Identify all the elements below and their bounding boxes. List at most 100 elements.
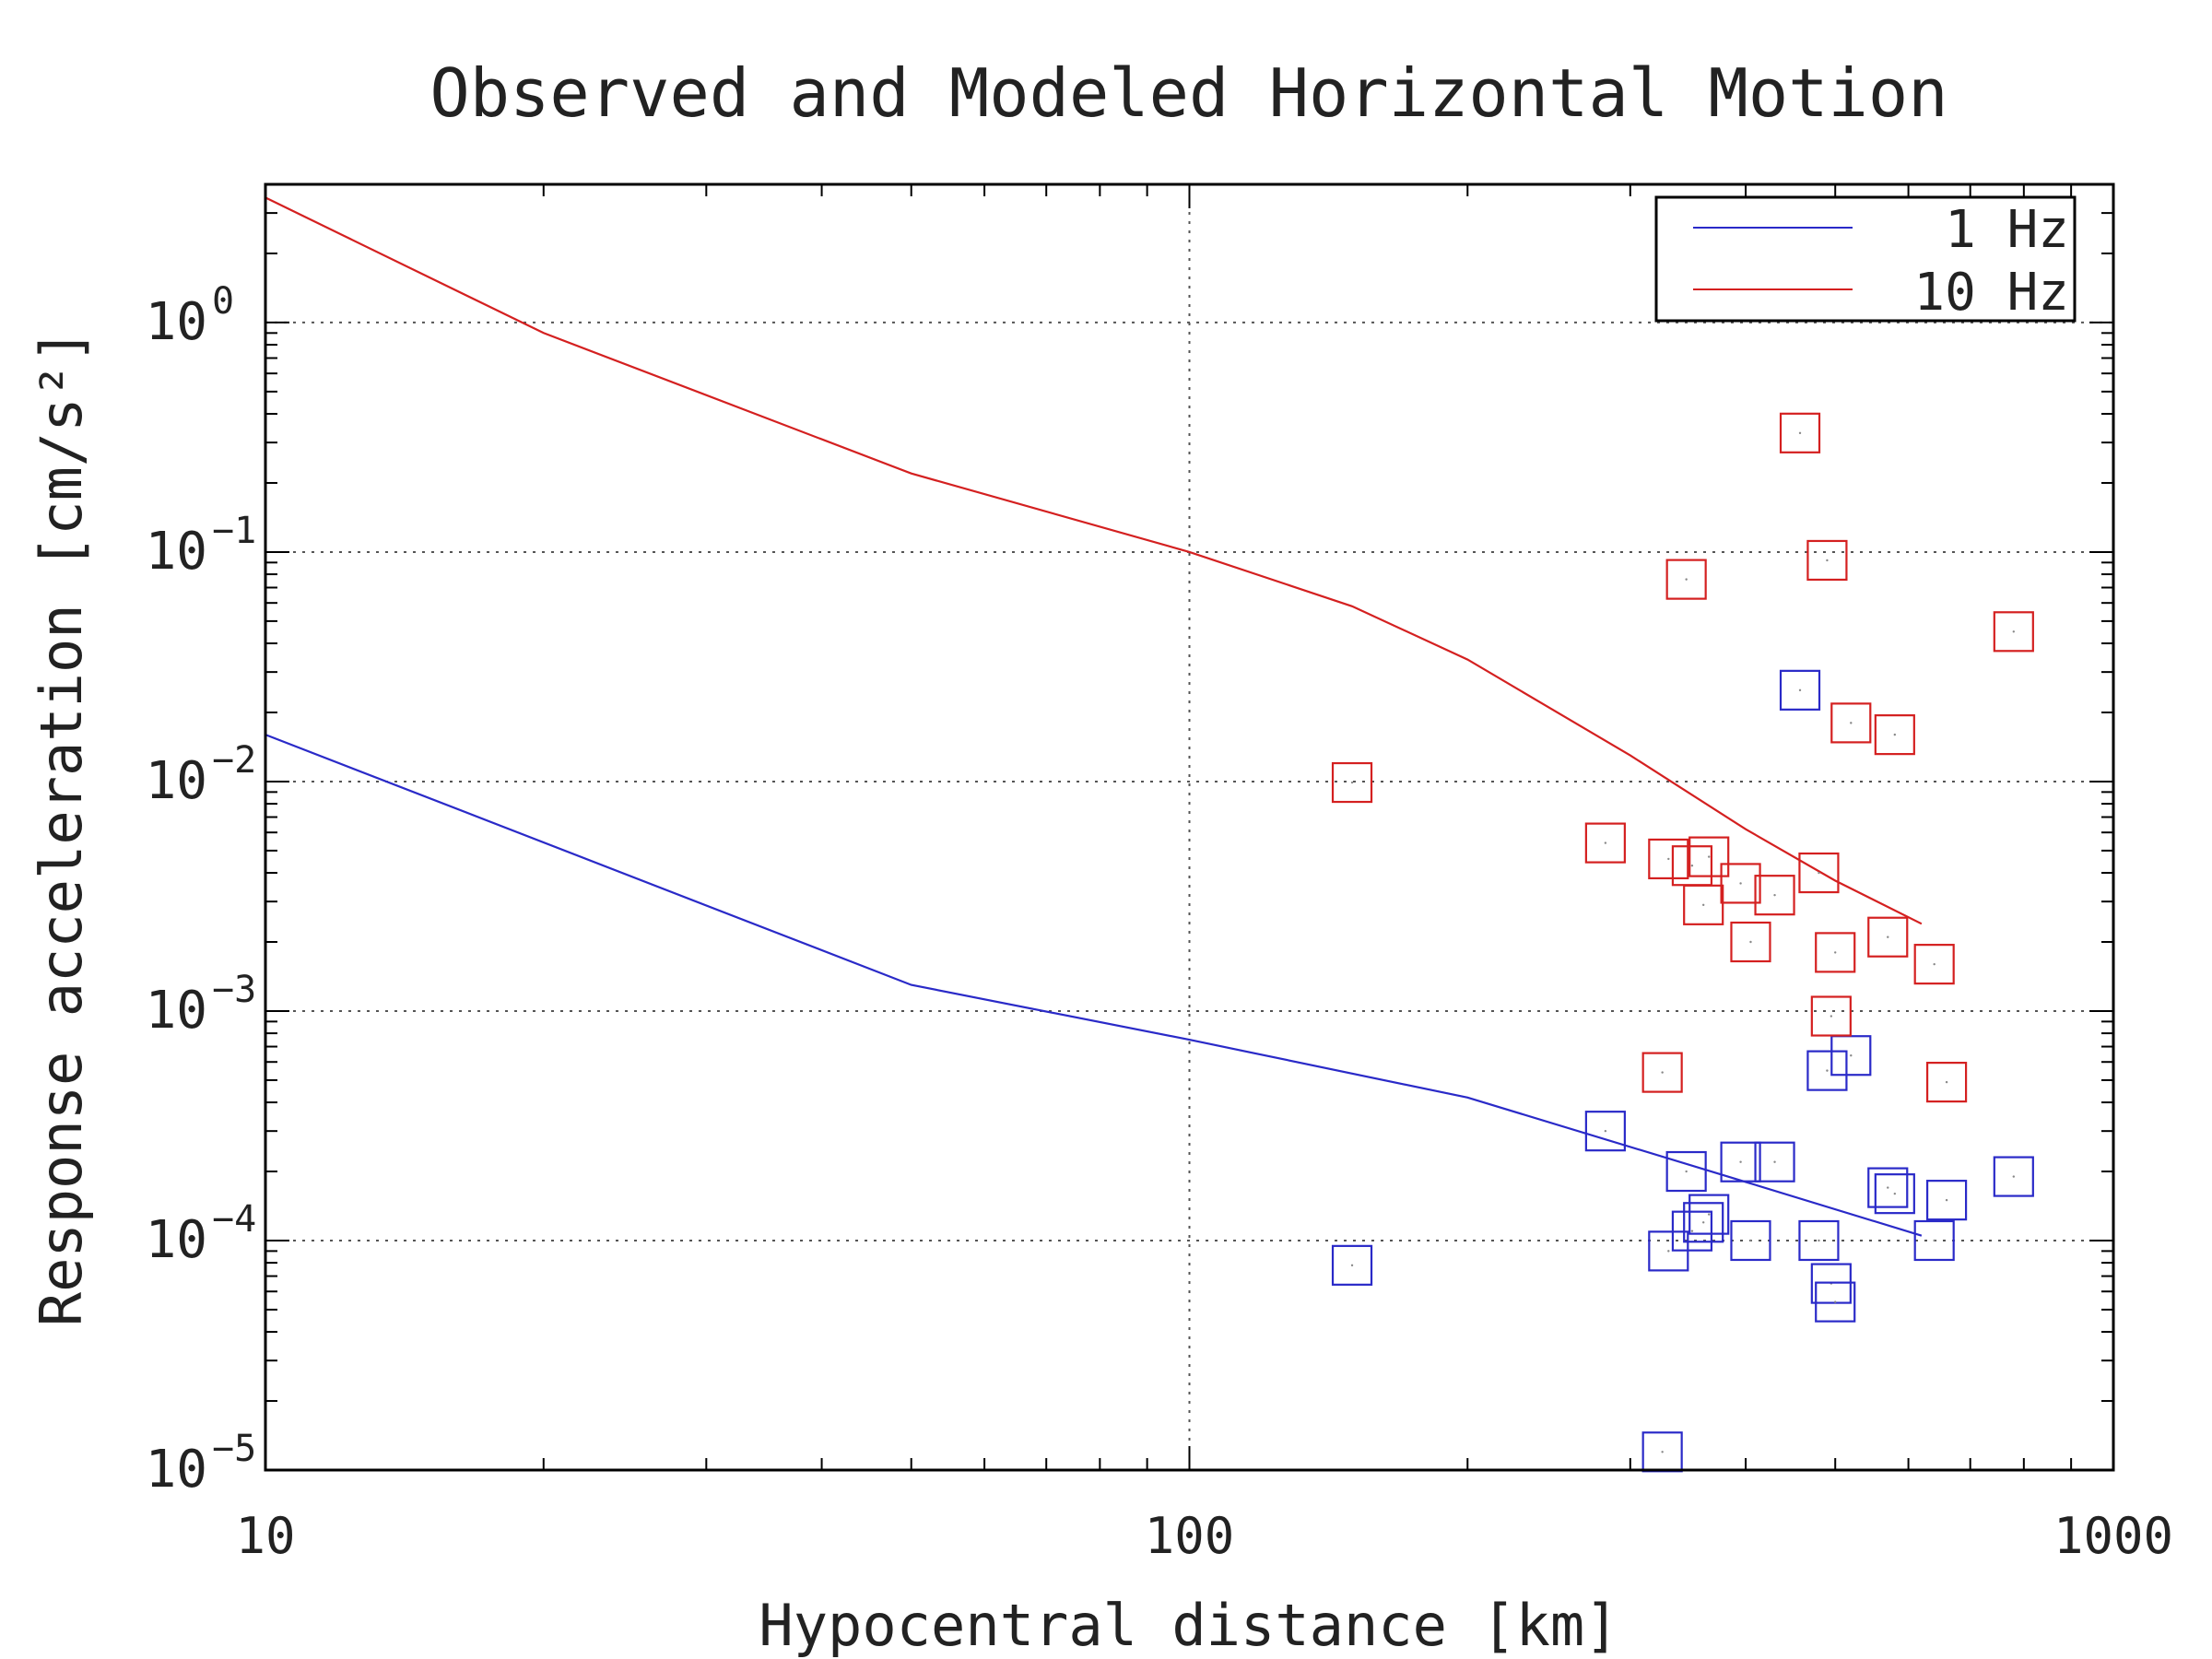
observed-point-center-10hz xyxy=(1701,903,1705,907)
observed-point-center-10hz xyxy=(1685,578,1688,581)
observed-point-center-1hz xyxy=(1773,1160,1776,1163)
y-tick-label: 10 xyxy=(146,981,207,1041)
observed-point-center-10hz xyxy=(1604,841,1607,844)
observed-point-center-10hz xyxy=(1887,935,1889,938)
observed-point-center-10hz xyxy=(1749,940,1752,944)
observed-point-center-1hz xyxy=(1667,1250,1670,1253)
observed-point-center-1hz xyxy=(1834,1300,1837,1303)
observed-point-1hz xyxy=(1754,1141,1795,1182)
chart-title: Observed and Modeled Horizontal Motion xyxy=(429,54,1947,132)
y-tick-label: 10 xyxy=(146,522,207,582)
observed-point-center-10hz xyxy=(1826,559,1829,562)
observed-point-10hz xyxy=(1830,702,1872,744)
observed-point-10hz xyxy=(1641,1052,1683,1093)
observed-point-10hz xyxy=(1779,412,1821,453)
observed-point-10hz xyxy=(1993,611,2034,653)
observed-point-center-10hz xyxy=(1945,1080,1948,1084)
x-tick-label: 10 xyxy=(235,1507,295,1565)
observed-point-center-1hz xyxy=(1685,1170,1688,1173)
observed-point-center-1hz xyxy=(1661,1451,1664,1453)
y-tick-label: 10 xyxy=(146,1440,207,1500)
observed-point-center-10hz xyxy=(1830,1015,1833,1018)
observed-point-center-1hz xyxy=(1749,1239,1752,1242)
observed-point-center-1hz xyxy=(1350,1264,1354,1267)
observed-point-1hz xyxy=(1779,669,1821,711)
observed-point-center-1hz xyxy=(1690,1230,1694,1232)
y-axis-label: Response acceleration [cm/s²] xyxy=(28,329,95,1327)
observed-point-center-10hz xyxy=(1690,865,1694,867)
legend: 1 Hz 10 Hz xyxy=(1654,195,2077,323)
x-axis-label: Hypocentral distance [km] xyxy=(759,1592,1618,1659)
observed-point-center-10hz xyxy=(1933,962,1936,966)
legend-box xyxy=(1654,195,2077,323)
y-tick-label: 10 xyxy=(146,1210,207,1270)
observed-point-1hz xyxy=(1798,1219,1840,1262)
observed-point-1hz xyxy=(1815,1281,1856,1323)
legend-label-10hz: 10 Hz xyxy=(1913,263,2069,323)
observed-point-10hz xyxy=(1806,539,1848,582)
observed-point-center-10hz xyxy=(1850,722,1853,724)
model-lines xyxy=(265,196,1923,1237)
observed-point-10hz xyxy=(1688,836,1730,877)
observed-point-center-1hz xyxy=(1893,1192,1897,1195)
observed-point-10hz xyxy=(1810,995,1852,1037)
observed-point-center-10hz xyxy=(1893,733,1897,736)
observed-point-center-10hz xyxy=(2012,630,2016,633)
observed-point-center-10hz xyxy=(1818,871,1820,875)
observed-point-1hz xyxy=(1671,1210,1713,1252)
observed-point-1hz xyxy=(1331,1244,1373,1286)
observed-point-center-1hz xyxy=(1826,1069,1829,1072)
x-tick-label: 100 xyxy=(1145,1507,1235,1565)
observed-point-center-1hz xyxy=(1798,688,1802,692)
y-tick-exponent: −5 xyxy=(212,1428,256,1470)
model-line-1hz xyxy=(265,734,1923,1237)
x-tick-labels: 10 100 1000 xyxy=(235,1507,2173,1565)
observed-point-center-1hz xyxy=(1707,1213,1711,1216)
observed-point-10hz xyxy=(1913,944,1955,985)
observed-point-center-1hz xyxy=(1933,1239,1936,1242)
observed-point-center-10hz xyxy=(1798,431,1802,435)
observed-point-center-10hz xyxy=(1667,857,1670,861)
observed-point-10hz xyxy=(1754,875,1795,916)
observed-point-1hz xyxy=(1925,1180,1968,1221)
y-tick-exponent: −4 xyxy=(212,1198,256,1241)
axis-ticks xyxy=(265,183,2113,1471)
observed-point-center-1hz xyxy=(1701,1221,1705,1224)
legend-label-1hz: 1 Hz xyxy=(1945,200,2069,260)
model-line-10hz xyxy=(265,196,1923,925)
observed-point-1hz xyxy=(1683,1202,1724,1243)
observed-point-10hz xyxy=(1815,932,1856,973)
y-tick-exponent: −2 xyxy=(212,739,256,782)
observed-point-10hz xyxy=(1683,884,1724,925)
observed-point-center-1hz xyxy=(1818,1239,1820,1242)
observed-point-10hz xyxy=(1331,761,1373,804)
y-tick-exponent: 0 xyxy=(212,280,234,323)
observed-point-10hz xyxy=(1874,714,1915,756)
y-tick-label: 10 xyxy=(146,292,207,352)
observed-point-10hz xyxy=(1720,863,1761,904)
observed-point-center-1hz xyxy=(1604,1129,1607,1133)
observed-point-center-10hz xyxy=(1350,781,1354,784)
observed-point-center-1hz xyxy=(1887,1186,1889,1189)
observed-point-center-10hz xyxy=(1739,882,1742,885)
observed-point-1hz xyxy=(1993,1156,2034,1197)
y-tick-exponent: −3 xyxy=(212,969,256,1011)
observed-point-center-1hz xyxy=(1945,1198,1948,1202)
x-tick-label: 1000 xyxy=(2053,1507,2173,1565)
observed-point-center-10hz xyxy=(1661,1071,1664,1074)
y-tick-label: 10 xyxy=(146,751,207,811)
observed-point-10hz xyxy=(1798,852,1840,894)
observed-point-center-10hz xyxy=(1834,951,1837,954)
observed-point-1hz xyxy=(1584,1111,1626,1152)
observed-point-1hz xyxy=(1913,1219,1955,1262)
observed-point-center-10hz xyxy=(1773,893,1776,897)
observed-point-10hz xyxy=(1730,921,1771,963)
observed-point-1hz xyxy=(1874,1173,1915,1215)
observed-point-1hz xyxy=(1730,1219,1771,1262)
y-tick-exponent: −1 xyxy=(212,510,256,552)
observed-point-1hz xyxy=(1867,1167,1909,1208)
observed-point-1hz xyxy=(1806,1050,1848,1091)
observed-point-10hz xyxy=(1867,916,1909,958)
